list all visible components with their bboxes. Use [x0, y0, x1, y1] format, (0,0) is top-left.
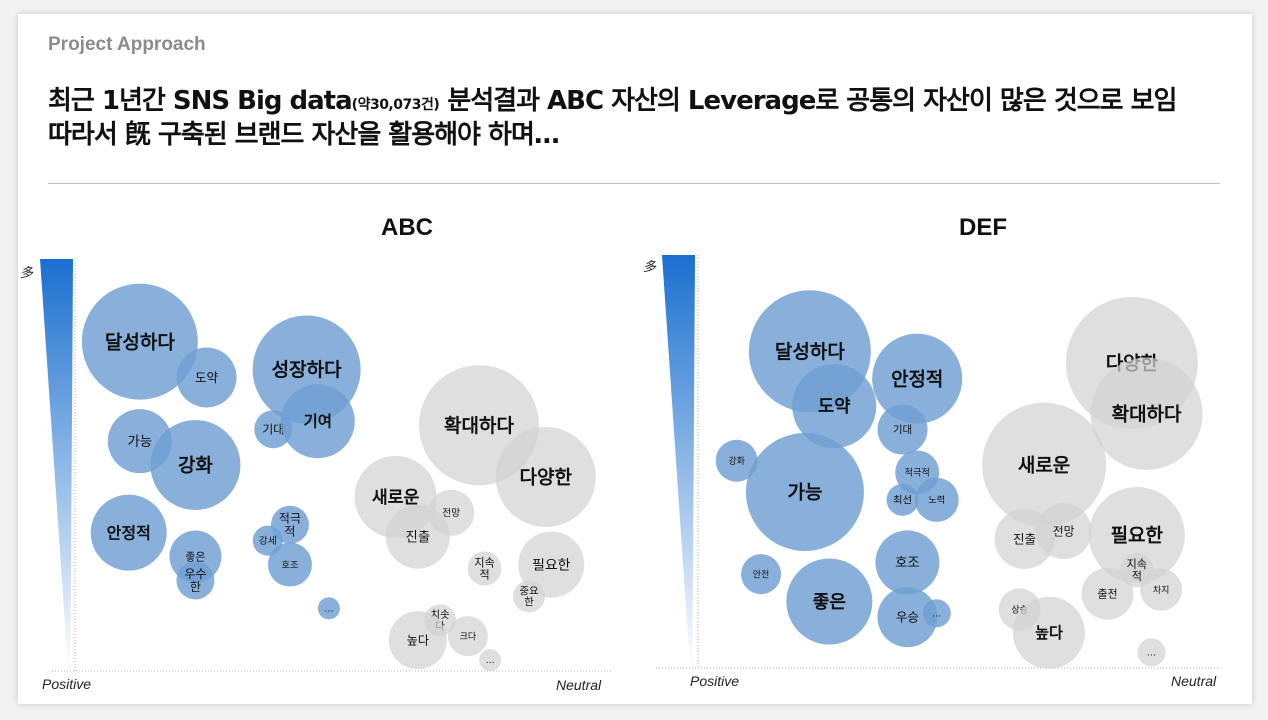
- chart-abc-volume-axis: [40, 259, 73, 669]
- chart-def-bubble: …: [1137, 638, 1165, 666]
- chart-abc-bubble-label: 안정적: [107, 523, 151, 542]
- chart-abc-bubble-label: 높다: [407, 633, 429, 647]
- chart-abc-bubble: 안정적: [91, 495, 167, 571]
- chart-abc-bubble-label: …: [324, 604, 333, 614]
- chart-abc-bubble-label: 확대하다: [444, 414, 514, 437]
- chart-def-bubble: 좋은: [786, 559, 872, 645]
- chart-def-bubble-label: 좋은: [813, 592, 847, 613]
- chart-abc-bubble-label: 성장하다: [272, 359, 342, 381]
- chart-abc-bubble-label: 기여: [303, 413, 332, 431]
- chart-abc-bubble-label: …: [486, 656, 495, 666]
- chart-abc-bubble: …: [479, 649, 501, 671]
- chart-abc-bubble-label: 달성하다: [105, 331, 175, 353]
- chart-def: 달성하다도약안정적기대강화가능적극적최선노력호조우승…안전좋은다양한확대하다새로…: [656, 255, 1218, 669]
- chart-abc-bubble: 도약: [177, 347, 237, 407]
- chart-def-bubble-label: …: [932, 609, 941, 619]
- chart-abc-bubble-label: 호조: [282, 560, 299, 571]
- chart-abc-bubble: 호조: [268, 543, 312, 587]
- chart-def-bubble: 안전: [741, 554, 781, 594]
- chart-def-bubble-label: 필요한: [1111, 525, 1164, 547]
- chart-abc-bubble: 중요 한: [513, 580, 545, 612]
- chart-def-bubble-label: 안전: [753, 569, 770, 580]
- chart-abc-bubble-label: 전망: [442, 507, 460, 519]
- chart-abc-bubble-label: 필요한: [532, 557, 571, 573]
- chart-def-bubble-label: 새로운: [1018, 454, 1070, 476]
- chart-abc-bubble-label: 새로운: [372, 488, 420, 508]
- chart-abc-bubble-label: 강화: [178, 455, 213, 477]
- chart-def-bubble-label: 기대: [893, 424, 912, 436]
- chart-abc-bubble-label: 가능: [128, 434, 153, 450]
- chart-abc-bubble: 우수 한: [176, 561, 214, 599]
- chart-def-bubble-label: 차지: [1153, 584, 1170, 596]
- chart-def-bubble: …: [923, 599, 951, 627]
- chart-def-bubble: 노력: [915, 478, 959, 522]
- chart-def-bubble-label: 최선: [893, 495, 912, 507]
- chart-abc-bubble: 높다: [389, 611, 447, 669]
- chart-def-bubble-label: 안정적: [891, 368, 943, 390]
- chart-def-bubble: 최선: [887, 484, 919, 516]
- chart-def-bubble-label: 노력: [928, 494, 945, 506]
- chart-def-bubble: 가능: [746, 433, 864, 551]
- chart-abc-bubble-label: 크다: [460, 631, 477, 642]
- chart-def-bubble: 높다: [1013, 597, 1085, 669]
- chart-def-bubble-label: 강화: [728, 456, 745, 467]
- chart-abc-bubble-label: 도약: [195, 370, 219, 385]
- chart-def-bubble: 새로운: [982, 403, 1106, 527]
- chart-def-bubble-label: 높다: [1035, 624, 1063, 642]
- chart-def-bubble: 전망: [1036, 503, 1092, 559]
- chart-abc-bubble: 강화: [150, 420, 240, 510]
- chart-def-bubble-label: 가능: [787, 482, 822, 504]
- chart-abc-bubble: …: [318, 597, 340, 619]
- chart-def-bubble-label: 도약: [818, 396, 850, 417]
- chart-abc-bubble-label: 다양한: [519, 467, 572, 489]
- chart-abc-bubble: 다양한: [496, 427, 596, 527]
- chart-abc-bubble: 지속 적: [468, 552, 502, 586]
- chart-def-bubble-label: 진출: [1013, 531, 1036, 546]
- chart-def-bubble: 확대하다: [1091, 358, 1203, 470]
- chart-def-bubble-label: …: [1147, 649, 1156, 659]
- chart-def-bubble: 출전: [1082, 568, 1134, 620]
- chart-def-bubble: 호조: [875, 530, 939, 594]
- chart-abc-bubble-label: 강세: [259, 535, 277, 547]
- chart-def-bubble: 차지: [1140, 569, 1182, 611]
- chart-abc-bubble: 기여: [281, 384, 355, 458]
- chart-def-bubble-label: 출전: [1097, 588, 1117, 601]
- chart-def-bubble-label: 전망: [1053, 524, 1075, 538]
- chart-abc-bubble: 크다: [448, 616, 488, 656]
- chart-def-bubble-label: 달성하다: [775, 341, 845, 363]
- chart-def-bubble-label: 확대하다: [1112, 403, 1182, 426]
- chart-def-volume-axis: [662, 255, 695, 667]
- chart-def-bubble: 기대: [878, 404, 928, 454]
- chart-def-bubble-label: 호조: [895, 555, 920, 571]
- chart-abc-bubble: 진출: [386, 505, 450, 569]
- chart-def-bubble-label: 적극적: [905, 467, 930, 479]
- chart-abc-bubble-label: 진출: [406, 529, 431, 545]
- chart-def-bubble-label: 우승: [896, 610, 919, 625]
